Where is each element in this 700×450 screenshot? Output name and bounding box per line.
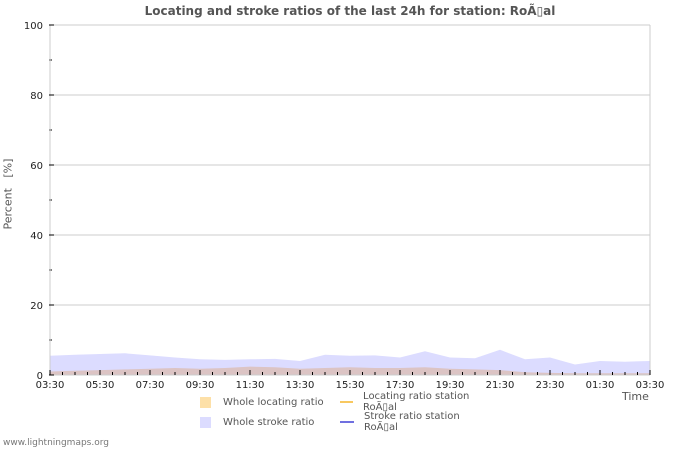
x-tick-label: 21:30: [486, 380, 515, 391]
x-tick-label: 23:30: [536, 380, 565, 391]
legend-whole-stroke: Whole stroke ratio: [200, 416, 340, 428]
y-tick-label: 0: [37, 371, 43, 382]
x-tick-label: 13:30: [286, 380, 315, 391]
legend-whole-locating: Whole locating ratio: [200, 396, 340, 408]
y-tick-label: 80: [30, 91, 43, 102]
chart-legend: Whole locating ratio Locating ratio stat…: [200, 391, 480, 433]
line-swatch-icon: [340, 401, 354, 403]
footer-link[interactable]: www.lightningmaps.org: [3, 438, 109, 448]
x-tick-label: 07:30: [136, 380, 165, 391]
x-tick-label: 19:30: [436, 380, 465, 391]
x-tick-label: 05:30: [86, 380, 115, 391]
x-tick-label: 17:30: [386, 380, 415, 391]
y-tick-label: 60: [30, 161, 43, 172]
y-axis-label: Percent [%]: [1, 158, 15, 230]
line-swatch-icon: [340, 421, 354, 423]
x-tick-label: 11:30: [236, 380, 265, 391]
x-tick-label: 01:30: [586, 380, 615, 391]
x-tick-label: 03:30: [36, 380, 65, 391]
y-tick-label: 100: [24, 21, 43, 32]
area-swatch-icon: [200, 396, 211, 408]
chart-title: Locating and stroke ratios of the last 2…: [144, 4, 556, 18]
y-tick-label: 40: [30, 231, 43, 242]
x-axis-label: Time: [622, 390, 649, 403]
x-tick-label: 09:30: [186, 380, 215, 391]
x-tick-label: 03:30: [636, 380, 665, 391]
y-tick-label: 20: [30, 301, 43, 312]
area-swatch-icon: [200, 416, 211, 428]
legend-station-stroke: Stroke ratio station RoÃ▯al: [340, 411, 480, 433]
legend-station-locating: Locating ratio station RoÃ▯al: [340, 391, 480, 413]
x-tick-label: 15:30: [336, 380, 365, 391]
